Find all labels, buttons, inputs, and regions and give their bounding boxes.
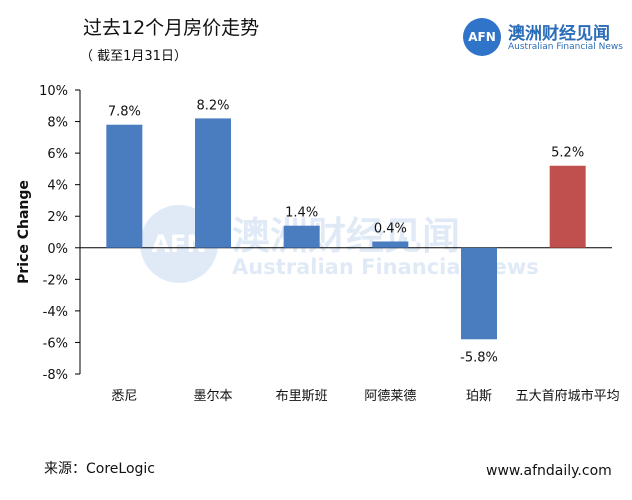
brand-name-en: Australian Financial News (508, 42, 623, 52)
y-tick-label: -6% (43, 336, 68, 351)
brand-logo: AFN 澳洲财经见闻 Australian Financial News (463, 18, 632, 58)
category-label: 悉尼 (111, 389, 137, 404)
y-tick-label: -8% (43, 368, 68, 383)
y-axis-title: Price Change (16, 180, 32, 284)
data-label: -5.8% (460, 350, 498, 365)
bar (549, 165, 586, 248)
bar (372, 241, 409, 248)
category-label: 布里斯班 (276, 389, 328, 404)
bar (195, 118, 231, 248)
data-label: 5.2% (551, 146, 584, 161)
data-label: 0.4% (374, 221, 407, 236)
chart-title: 过去12个月房价走势 (83, 17, 260, 39)
data-label: 7.8% (108, 105, 141, 120)
afn-logo-icon: AFN (463, 18, 501, 56)
brand-name-cn: 澳洲财经见闻 (508, 24, 610, 44)
bar (283, 225, 320, 248)
y-tick-label: 6% (47, 147, 68, 162)
y-tick-label: 0% (47, 242, 68, 257)
bar (461, 247, 497, 340)
y-tick-label: -2% (43, 273, 68, 288)
y-tick-label: 10% (39, 84, 68, 99)
y-tick-label: 8% (47, 116, 68, 131)
category-label: 珀斯 (466, 389, 492, 404)
data-label: 1.4% (285, 206, 318, 221)
data-label: 8.2% (196, 98, 229, 113)
category-label: 五大首府城市平均 (516, 388, 620, 404)
chart-subtitle: （ 截至1月31日） (80, 49, 187, 64)
bar (106, 124, 143, 248)
y-tick-label: -4% (43, 305, 68, 320)
y-tick-label: 2% (47, 210, 68, 225)
category-label: 墨尔本 (193, 389, 232, 404)
y-tick-label: 4% (47, 179, 68, 194)
website-url[interactable]: www.afndaily.com (486, 463, 612, 479)
category-label: 阿德莱德 (364, 389, 416, 404)
source-note: 来源：CoreLogic (44, 461, 155, 477)
